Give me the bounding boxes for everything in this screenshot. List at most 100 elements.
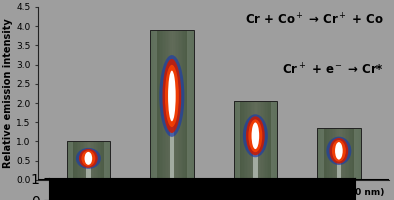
Bar: [323, 128, 325, 180]
Bar: [276, 101, 277, 180]
Bar: [187, 30, 193, 180]
Ellipse shape: [85, 152, 92, 165]
Bar: [72, 141, 74, 180]
Bar: [262, 101, 264, 180]
Bar: [268, 101, 270, 180]
Bar: [154, 30, 156, 180]
Bar: [251, 101, 253, 180]
Bar: [179, 30, 181, 180]
Bar: [234, 101, 277, 180]
Bar: [165, 30, 166, 180]
Ellipse shape: [79, 149, 98, 168]
Bar: [355, 128, 357, 180]
Bar: [271, 101, 273, 180]
Bar: [88, 141, 90, 180]
Bar: [330, 128, 332, 180]
Bar: [68, 141, 70, 180]
Bar: [264, 101, 266, 180]
Bar: [81, 141, 83, 180]
Bar: [186, 30, 188, 180]
Bar: [100, 141, 102, 180]
Bar: [80, 141, 81, 180]
Bar: [273, 101, 274, 180]
Bar: [104, 141, 106, 180]
Bar: [70, 141, 71, 180]
Bar: [192, 30, 194, 180]
Bar: [191, 30, 192, 180]
Bar: [326, 128, 327, 180]
Bar: [160, 30, 162, 180]
Bar: [178, 30, 179, 180]
Bar: [101, 141, 103, 180]
Bar: [329, 128, 330, 180]
Bar: [356, 128, 358, 180]
Ellipse shape: [329, 138, 348, 164]
Bar: [234, 101, 235, 180]
Bar: [90, 141, 91, 180]
Bar: [337, 162, 341, 180]
Bar: [184, 30, 185, 180]
Bar: [175, 30, 177, 180]
Bar: [97, 141, 98, 180]
Bar: [274, 101, 276, 180]
Y-axis label: Relative emission intensity: Relative emission intensity: [4, 19, 13, 168]
Bar: [173, 30, 175, 180]
Bar: [248, 101, 250, 180]
Text: Cr + Co$^+$ → Cr$^+$ + Co: Cr + Co$^+$ → Cr$^+$ + Co: [245, 12, 384, 27]
Bar: [188, 30, 190, 180]
Bar: [345, 128, 346, 180]
Bar: [109, 141, 110, 180]
Bar: [343, 128, 345, 180]
Bar: [353, 128, 355, 180]
Bar: [317, 128, 323, 180]
Bar: [78, 141, 80, 180]
Bar: [85, 141, 87, 180]
Bar: [253, 152, 258, 180]
Bar: [238, 101, 240, 180]
Bar: [163, 30, 165, 180]
Bar: [94, 141, 96, 180]
Ellipse shape: [243, 114, 268, 157]
Bar: [150, 30, 152, 180]
Bar: [236, 101, 238, 180]
Bar: [346, 128, 348, 180]
Bar: [267, 101, 269, 180]
Bar: [171, 30, 172, 180]
Bar: [333, 128, 335, 180]
Bar: [172, 30, 173, 180]
Bar: [260, 101, 261, 180]
Bar: [167, 30, 169, 180]
Bar: [324, 128, 326, 180]
Bar: [255, 101, 257, 180]
Bar: [319, 128, 320, 180]
Ellipse shape: [165, 65, 179, 127]
Bar: [67, 141, 68, 180]
Bar: [261, 101, 263, 180]
Bar: [235, 101, 237, 180]
Bar: [169, 30, 171, 180]
Bar: [104, 141, 110, 180]
Bar: [159, 30, 160, 180]
Ellipse shape: [335, 142, 343, 160]
Bar: [189, 30, 191, 180]
Bar: [332, 128, 333, 180]
Bar: [245, 101, 247, 180]
Ellipse shape: [82, 150, 95, 166]
Bar: [170, 127, 174, 180]
Text: Cr$^+$ + e$^-$ → Cr*: Cr$^+$ + e$^-$ → Cr*: [282, 62, 384, 78]
Bar: [234, 101, 240, 180]
Bar: [359, 128, 361, 180]
Bar: [342, 128, 343, 180]
Bar: [166, 30, 168, 180]
Bar: [162, 30, 164, 180]
Bar: [335, 128, 336, 180]
Bar: [96, 141, 97, 180]
Ellipse shape: [246, 116, 265, 155]
Bar: [258, 101, 260, 180]
Bar: [317, 128, 319, 180]
Bar: [153, 30, 155, 180]
Bar: [266, 101, 267, 180]
Bar: [339, 128, 340, 180]
Bar: [106, 141, 107, 180]
Bar: [157, 30, 159, 180]
